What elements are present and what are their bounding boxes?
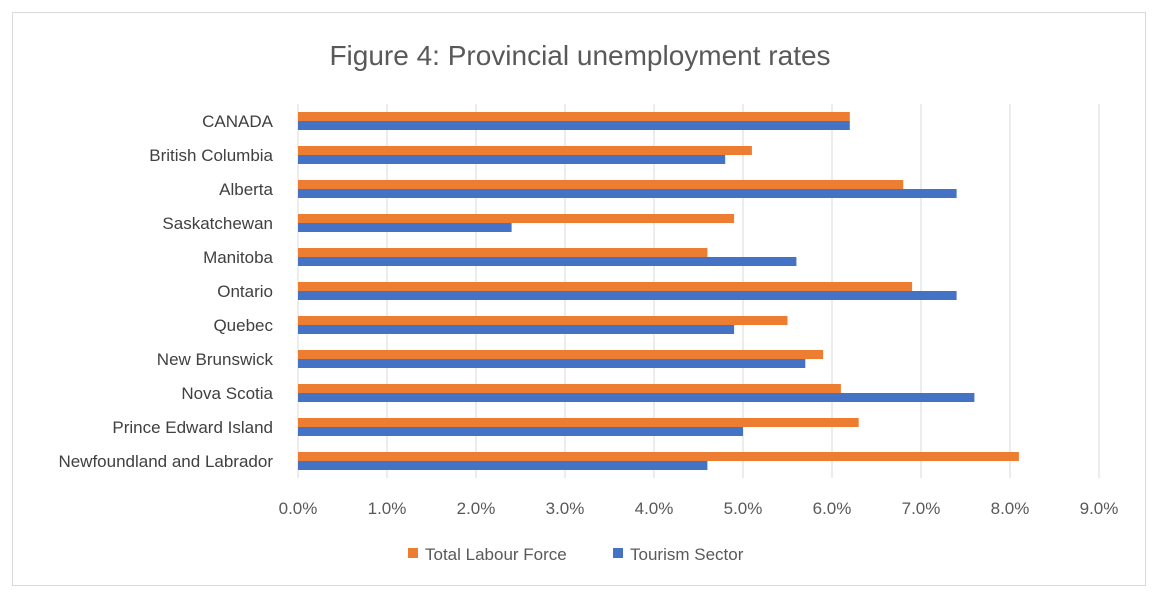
category-label: British Columbia: [149, 146, 273, 165]
bar-tourism-sector: [298, 427, 743, 436]
category-labels: CANADA British Columbia Alberta Saskatchewa…: [58, 112, 273, 471]
bar-tourism-sector: [298, 393, 975, 402]
bar-total-labour-force: [298, 316, 788, 325]
x-tick-label: 9.0%: [1080, 499, 1119, 518]
bar-total-labour-force: [298, 350, 824, 359]
legend-label: Tourism Sector: [630, 545, 744, 564]
x-tick-label: 6.0%: [813, 499, 852, 518]
x-tick-label: 3.0%: [546, 499, 585, 518]
bar-tourism-sector: [298, 257, 797, 266]
category-label: Alberta: [219, 180, 273, 199]
category-label: Quebec: [213, 316, 273, 335]
bar-tourism-sector: [298, 189, 957, 198]
x-tick-labels: 0.0% 1.0% 2.0% 3.0% 4.0% 5.0% 6.0% 7.0% 8.0% 9.0%: [279, 499, 1119, 518]
bar-tourism-sector: [298, 325, 735, 334]
bar-tourism-sector: [298, 461, 708, 470]
bar-total-labour-force: [298, 248, 708, 257]
category-label: Manitoba: [203, 248, 273, 267]
chart-title: Figure 4: Provincial unemployment rates: [329, 40, 830, 71]
x-tick-label: 1.0%: [368, 499, 407, 518]
bar-total-labour-force: [298, 214, 735, 223]
bars: [298, 112, 1019, 470]
bar-tourism-sector: [298, 155, 726, 164]
bar-tourism-sector: [298, 359, 806, 368]
legend-swatch: [613, 548, 623, 558]
legend: Total Labour Force Tourism Sector: [408, 545, 744, 564]
bar-total-labour-force: [298, 180, 904, 189]
x-tick-label: 2.0%: [457, 499, 496, 518]
gridlines: [297, 104, 1100, 478]
x-tick-label: 8.0%: [991, 499, 1030, 518]
category-label: Nova Scotia: [181, 384, 273, 403]
bar-tourism-sector: [298, 291, 957, 300]
category-label: Prince Edward Island: [112, 418, 273, 437]
x-tick-label: 0.0%: [279, 499, 318, 518]
bar-total-labour-force: [298, 282, 913, 291]
bar-total-labour-force: [298, 418, 859, 427]
legend-swatch: [408, 548, 418, 558]
legend-label: Total Labour Force: [425, 545, 567, 564]
bar-total-labour-force: [298, 384, 841, 393]
bar-total-labour-force: [298, 452, 1019, 461]
bar-tourism-sector: [298, 121, 850, 130]
category-label: Saskatchewan: [162, 214, 273, 233]
bar-tourism-sector: [298, 223, 512, 232]
category-label: Newfoundland and Labrador: [58, 452, 273, 471]
bar-total-labour-force: [298, 112, 850, 121]
x-tick-label: 5.0%: [724, 499, 763, 518]
bar-total-labour-force: [298, 146, 752, 155]
category-label: New Brunswick: [157, 350, 274, 369]
x-tick-label: 7.0%: [902, 499, 941, 518]
category-label: CANADA: [202, 112, 274, 131]
category-label: Ontario: [217, 282, 273, 301]
x-tick-label: 4.0%: [635, 499, 674, 518]
